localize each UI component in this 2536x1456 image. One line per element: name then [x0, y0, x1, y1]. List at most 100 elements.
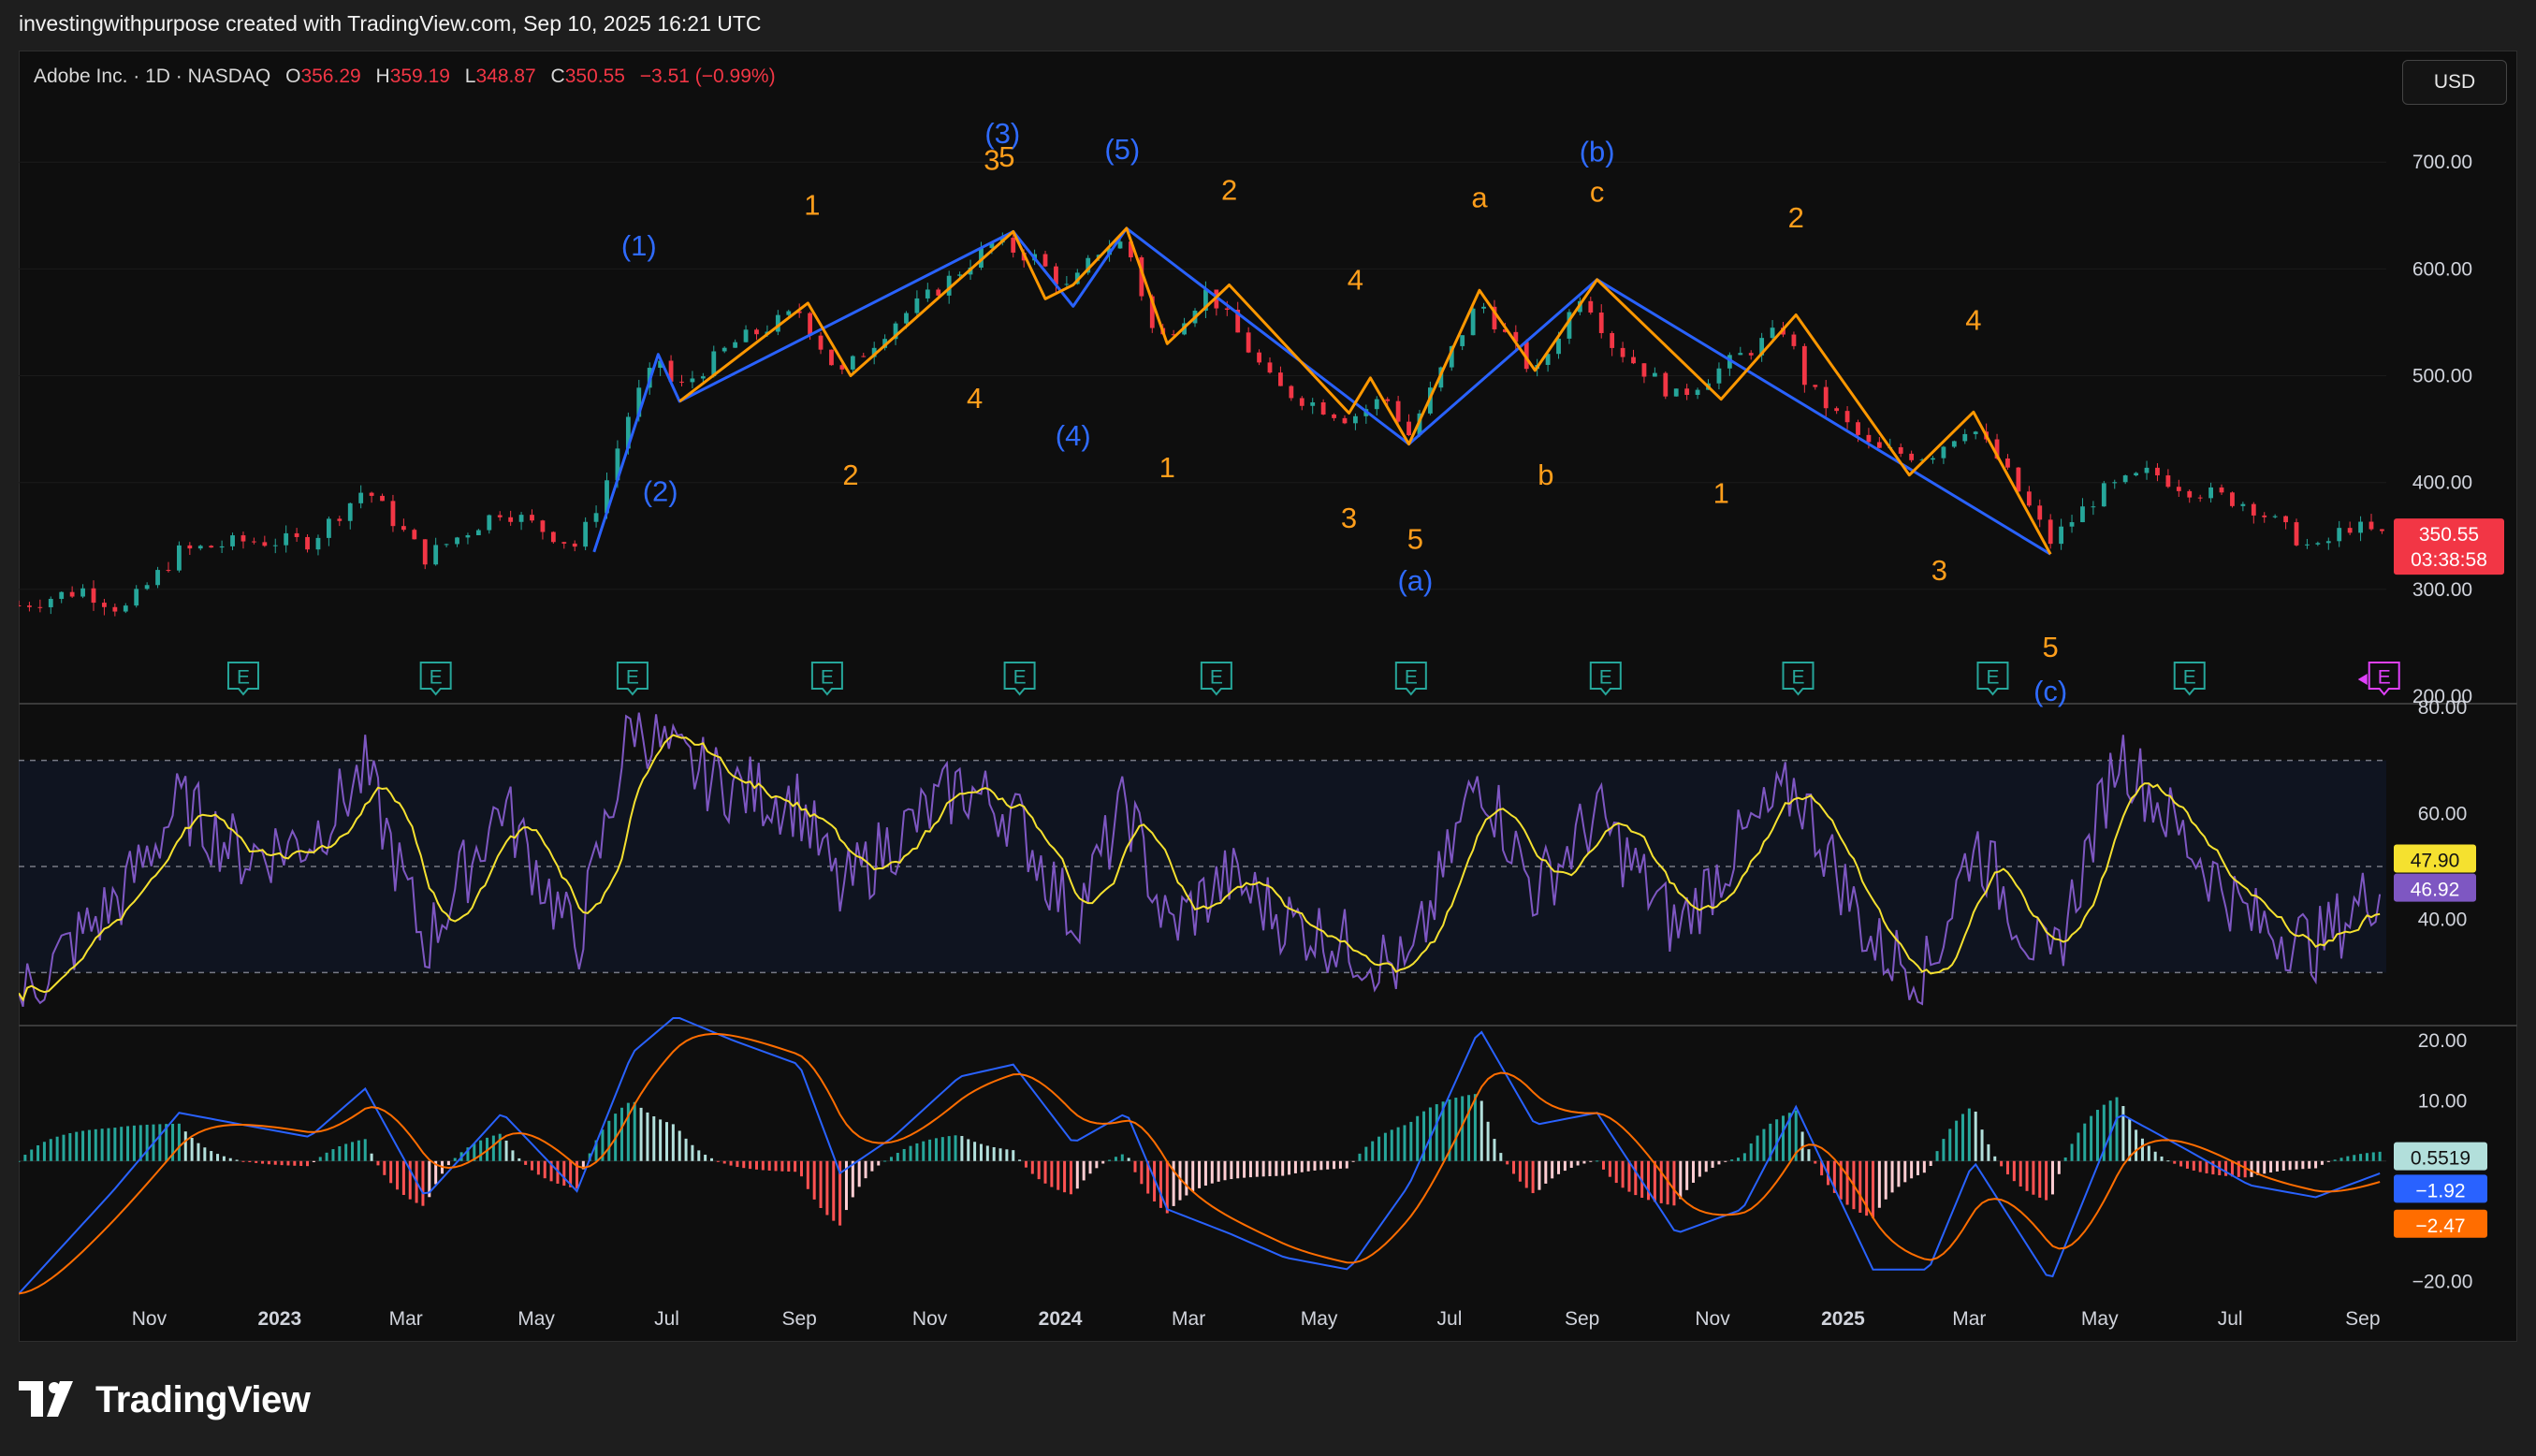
- symbol-name[interactable]: Adobe Inc. · 1D · NASDAQ: [34, 66, 271, 87]
- earnings-icon[interactable]: E: [1782, 662, 1815, 696]
- macd-histogram-bar: [1467, 1095, 1471, 1161]
- brand[interactable]: TradingView: [19, 1374, 311, 1426]
- macd-histogram-bar: [940, 1137, 944, 1161]
- wave-label[interactable]: 4: [967, 382, 983, 415]
- wave-label[interactable]: (5): [1104, 133, 1140, 166]
- macd-histogram-bar: [601, 1129, 605, 1161]
- wave-label[interactable]: 2: [1221, 173, 1237, 206]
- earnings-icon[interactable]: E: [1976, 662, 2009, 696]
- wave-label[interactable]: 3: [1341, 502, 1357, 534]
- candle: [1139, 255, 1144, 301]
- macd-histogram-bar: [30, 1149, 34, 1161]
- symbol-legend: Adobe Inc. · 1D · NASDAQ O356.29 H359.19…: [34, 66, 776, 88]
- macd-histogram-bar: [138, 1125, 142, 1161]
- earnings-icon[interactable]: E: [1003, 662, 1036, 696]
- macd-histogram-bar: [2346, 1156, 2350, 1161]
- candle: [1299, 396, 1304, 411]
- open-label: O: [285, 66, 301, 87]
- candle: [1278, 366, 1283, 386]
- earnings-icon[interactable]: E: [1589, 662, 1622, 696]
- candle: [1332, 413, 1336, 421]
- macd-histogram-bar: [1063, 1160, 1067, 1193]
- wave-label[interactable]: 2: [1788, 201, 1804, 234]
- earnings-icon[interactable]: E: [810, 662, 843, 696]
- macd-histogram-bar: [2185, 1160, 2189, 1169]
- earnings-icon[interactable]: E: [616, 662, 649, 696]
- wave-label[interactable]: 1: [804, 188, 820, 221]
- wave-label[interactable]: 1: [1713, 477, 1729, 510]
- wave-label[interactable]: (c): [2033, 675, 2067, 707]
- macd-histogram-bar: [517, 1158, 521, 1161]
- wave-label[interactable]: 4: [1348, 263, 1363, 296]
- wave-label[interactable]: 5: [1407, 523, 1423, 556]
- macd-histogram-bar: [1903, 1160, 1907, 1183]
- macd-histogram-bar: [1223, 1160, 1227, 1181]
- candle: [914, 290, 920, 317]
- macd-histogram-bar: [2250, 1160, 2253, 1177]
- macd-histogram-bar: [1967, 1108, 1971, 1161]
- macd-histogram-bar: [1679, 1160, 1683, 1200]
- wave-label[interactable]: (1): [621, 229, 657, 262]
- macd-histogram-bar: [408, 1160, 412, 1200]
- rsi-line[interactable]: [19, 712, 2382, 1008]
- wave-label[interactable]: (2): [643, 474, 678, 507]
- earnings-icon[interactable]: E: [1200, 662, 1232, 696]
- wave-label[interactable]: a: [1471, 181, 1488, 213]
- chart-svg[interactable]: (1)(2)(3)35124(4)(5)12345(a)ab(b)c12345(…: [19, 51, 2517, 1342]
- currency-button[interactable]: USD: [2402, 60, 2507, 105]
- macd-histogram-bar: [62, 1134, 66, 1161]
- earnings-icon[interactable]: E: [2357, 662, 2400, 696]
- elliott-wave-intermediate[interactable]: [678, 226, 2052, 555]
- earnings-icon[interactable]: E: [2173, 662, 2206, 696]
- wave-label[interactable]: (a): [1397, 564, 1433, 597]
- macd-histogram-bar: [1479, 1100, 1483, 1161]
- candle: [1631, 349, 1636, 365]
- macd-histogram-bar: [1614, 1160, 1618, 1184]
- wave-label[interactable]: (3): [984, 117, 1020, 150]
- macd-histogram-bar: [947, 1136, 951, 1161]
- candle: [518, 512, 524, 531]
- earnings-icon[interactable]: E: [226, 662, 259, 696]
- macd-histogram-bar: [113, 1128, 117, 1161]
- macd-histogram-bar: [1672, 1160, 1676, 1206]
- macd-histogram-bar: [2256, 1160, 2260, 1175]
- candle: [27, 602, 32, 612]
- rsi-ma-line[interactable]: [19, 734, 2381, 1002]
- macd-histogram-bar: [1762, 1128, 1766, 1161]
- wave-label[interactable]: c: [1590, 176, 1605, 209]
- wave-label[interactable]: 4: [1965, 304, 1981, 337]
- macd-histogram-bar: [2121, 1106, 2125, 1161]
- x-axis-tick-label: 2023: [257, 1308, 301, 1330]
- wave-label[interactable]: (b): [1580, 135, 1615, 167]
- wave-label[interactable]: b: [1538, 459, 1553, 491]
- macd-histogram-bar: [36, 1144, 40, 1161]
- wave-label[interactable]: 5: [2043, 631, 2059, 663]
- macd-histogram-bar: [780, 1160, 784, 1172]
- elliott-wave-primary[interactable]: [592, 226, 2051, 556]
- macd-histogram-bar: [581, 1160, 585, 1170]
- macd-histogram-bar: [2153, 1151, 2157, 1161]
- macd-histogram-bar: [1647, 1160, 1651, 1201]
- macd-line[interactable]: [19, 1017, 2381, 1295]
- candle: [700, 372, 706, 383]
- macd-histogram-bar: [75, 1131, 79, 1161]
- candle: [219, 540, 225, 554]
- candle: [1909, 450, 1915, 463]
- wave-label[interactable]: (4): [1056, 419, 1091, 452]
- macd-histogram-bar: [2077, 1132, 2080, 1161]
- wave-label[interactable]: 5: [998, 140, 1014, 173]
- signal-line[interactable]: [19, 1033, 2381, 1295]
- macd-histogram-bar: [383, 1160, 386, 1175]
- candle: [230, 532, 235, 550]
- macd-histogram-bar: [998, 1148, 1002, 1161]
- wave-label[interactable]: 3: [1931, 554, 1947, 587]
- earnings-icon[interactable]: E: [419, 662, 452, 696]
- wave-label[interactable]: 1: [1159, 451, 1175, 484]
- earnings-icon[interactable]: E: [1394, 662, 1427, 696]
- wave-label[interactable]: 2: [842, 459, 858, 491]
- macd-histogram-bar: [915, 1143, 919, 1161]
- macd-histogram-bar: [2224, 1160, 2228, 1176]
- wave-label[interactable]: 3: [984, 143, 999, 176]
- candle: [818, 331, 823, 355]
- macd-histogram-bar: [1281, 1160, 1285, 1176]
